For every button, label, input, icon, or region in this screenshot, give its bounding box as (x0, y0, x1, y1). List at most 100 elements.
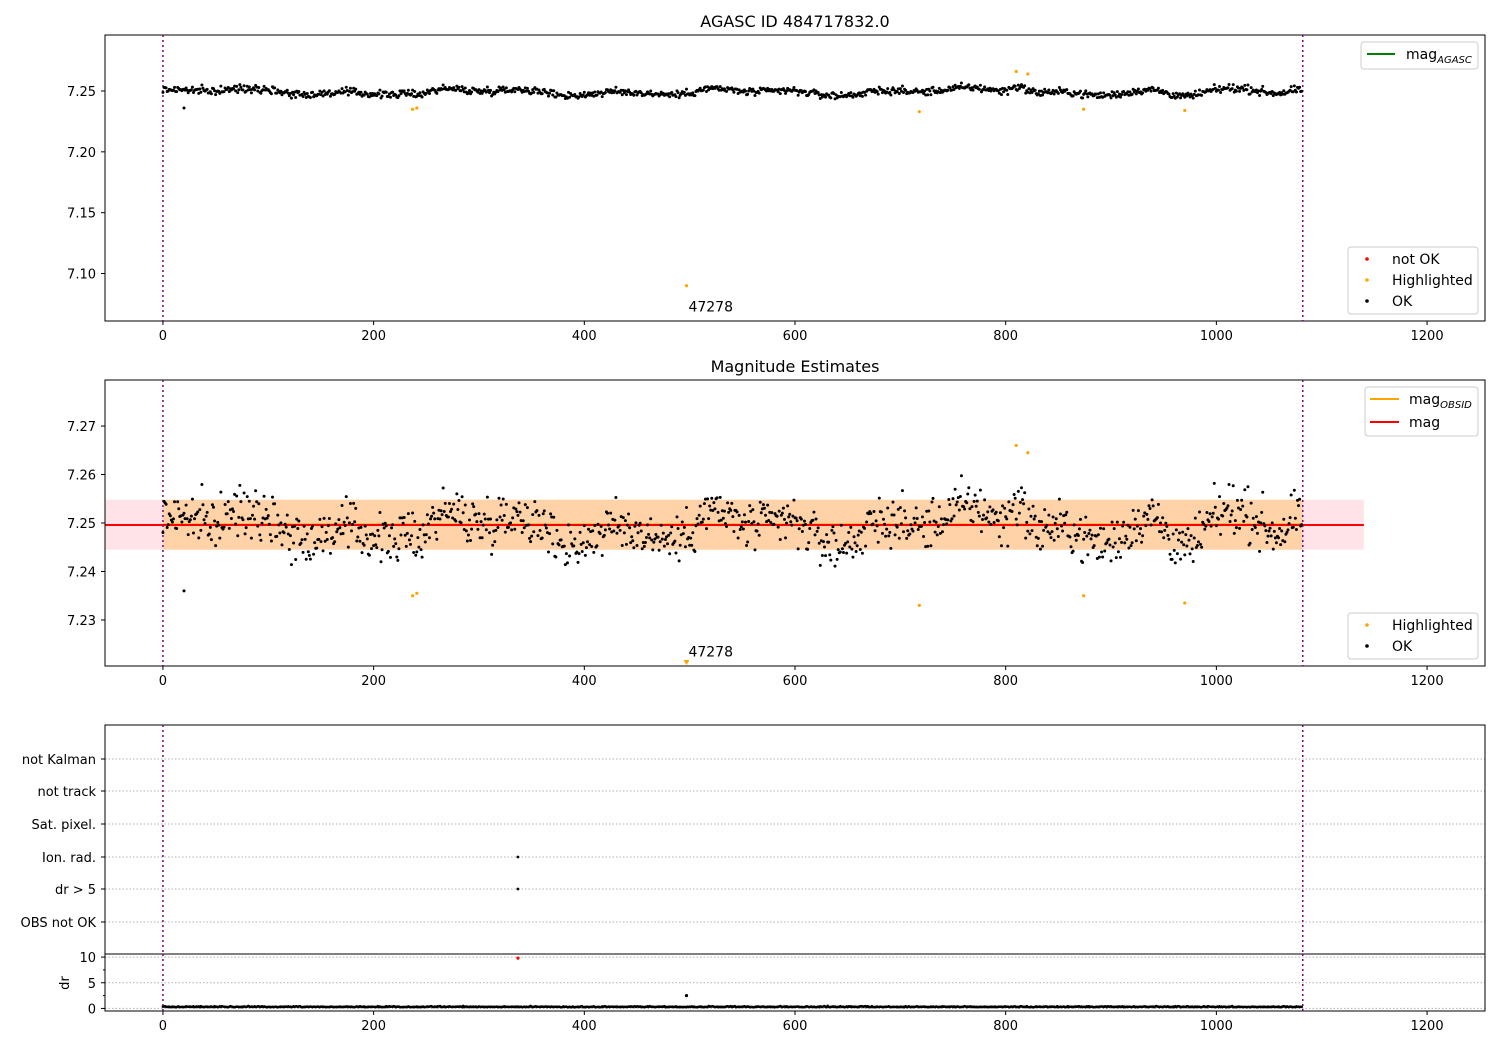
ok-point (219, 490, 223, 494)
ok-point (1135, 524, 1139, 528)
ok-point (752, 520, 756, 524)
ok-point (236, 91, 240, 95)
ok-point (757, 91, 761, 95)
category-label: dr > 5 (55, 883, 96, 898)
ok-point (341, 531, 345, 535)
ok-point (912, 516, 916, 520)
ok-point (725, 89, 729, 93)
ok-point (199, 90, 203, 94)
ok-point (677, 96, 681, 100)
ok-point (614, 495, 618, 499)
ok-point (1001, 504, 1005, 508)
ok-point (903, 509, 907, 513)
ok-point (924, 93, 928, 97)
ok-point (333, 92, 337, 96)
ok-point (175, 526, 179, 530)
ok-point (424, 91, 428, 95)
ok-point (413, 90, 417, 94)
ok-point (775, 514, 779, 518)
ok-point (1136, 87, 1140, 91)
ok-point (916, 527, 920, 531)
ok-point (1038, 547, 1042, 551)
ok-point (557, 543, 561, 547)
ok-point (582, 524, 586, 528)
ok-point (510, 528, 514, 532)
ok-point (639, 91, 643, 95)
ok-point (353, 520, 357, 524)
ok-point (676, 91, 680, 95)
ok-point (1182, 543, 1186, 547)
ok-point (996, 519, 1000, 523)
ok-point (874, 519, 878, 523)
ok-point (730, 501, 734, 505)
ok-point (1016, 83, 1020, 87)
ok-point (241, 88, 245, 92)
ok-point (938, 531, 942, 535)
y-axis-label: dr (58, 976, 73, 990)
ok-point (1071, 549, 1075, 553)
ok-point (1046, 530, 1050, 534)
ok-point (737, 88, 741, 92)
ok-point (1002, 90, 1006, 94)
ok-point (531, 88, 535, 92)
ok-point (480, 536, 484, 540)
ok-point (1111, 545, 1115, 549)
ok-point (883, 522, 887, 526)
ok-point (1019, 486, 1023, 490)
ok-point (380, 548, 384, 552)
ok-point (1203, 527, 1207, 531)
ok-point (939, 517, 943, 521)
ok-point (1102, 91, 1106, 95)
ok-point (911, 529, 915, 533)
ok-point (654, 533, 658, 537)
ok-point (999, 544, 1003, 548)
agasc-magnitude-panel: 47278 0 200 400 600 800 1000 1200 7.10 7.15 7.20 7.… (67, 12, 1486, 344)
ok-point (572, 544, 576, 548)
highlighted-point (411, 107, 415, 111)
ok-point (488, 531, 492, 535)
ok-point (675, 515, 679, 519)
x-tick-label: 600 (783, 674, 808, 689)
ok-point (940, 530, 944, 534)
ok-point (319, 540, 323, 544)
ok-point (676, 526, 680, 530)
ok-point (418, 91, 422, 95)
ok-point (406, 512, 410, 516)
ok-point (365, 537, 369, 541)
ok-point (514, 507, 518, 511)
ok-point (1259, 521, 1263, 525)
ok-point (201, 503, 205, 507)
ok-point (595, 544, 599, 548)
ok-point (1040, 520, 1044, 524)
ok-point (689, 536, 693, 540)
ok-point (1137, 532, 1141, 536)
ok-point (661, 531, 665, 535)
ok-point (356, 535, 360, 539)
ok-point (827, 540, 831, 544)
ok-point (327, 89, 331, 93)
ok-point (818, 563, 822, 567)
ok-point (732, 529, 736, 533)
ok-point (1205, 510, 1209, 514)
ok-point (715, 85, 719, 89)
ok-point (1156, 86, 1160, 90)
ok-point (628, 526, 632, 530)
ok-point (863, 526, 867, 530)
ok-point (537, 513, 541, 517)
ok-point (951, 497, 955, 501)
ok-point (651, 548, 655, 552)
legend-marker (1365, 257, 1369, 261)
ok-point (315, 546, 319, 550)
category-label: Ion. rad. (42, 851, 96, 866)
ok-point (789, 520, 793, 524)
ok-point (1272, 529, 1276, 533)
ok-point (1016, 489, 1020, 493)
ok-point (496, 525, 500, 529)
ok-point (969, 518, 973, 522)
ok-point (1119, 555, 1123, 559)
y-tick-label: 7.10 (67, 268, 96, 283)
ok-point (321, 94, 325, 98)
ok-point (698, 504, 702, 508)
ok-point (1036, 92, 1040, 96)
